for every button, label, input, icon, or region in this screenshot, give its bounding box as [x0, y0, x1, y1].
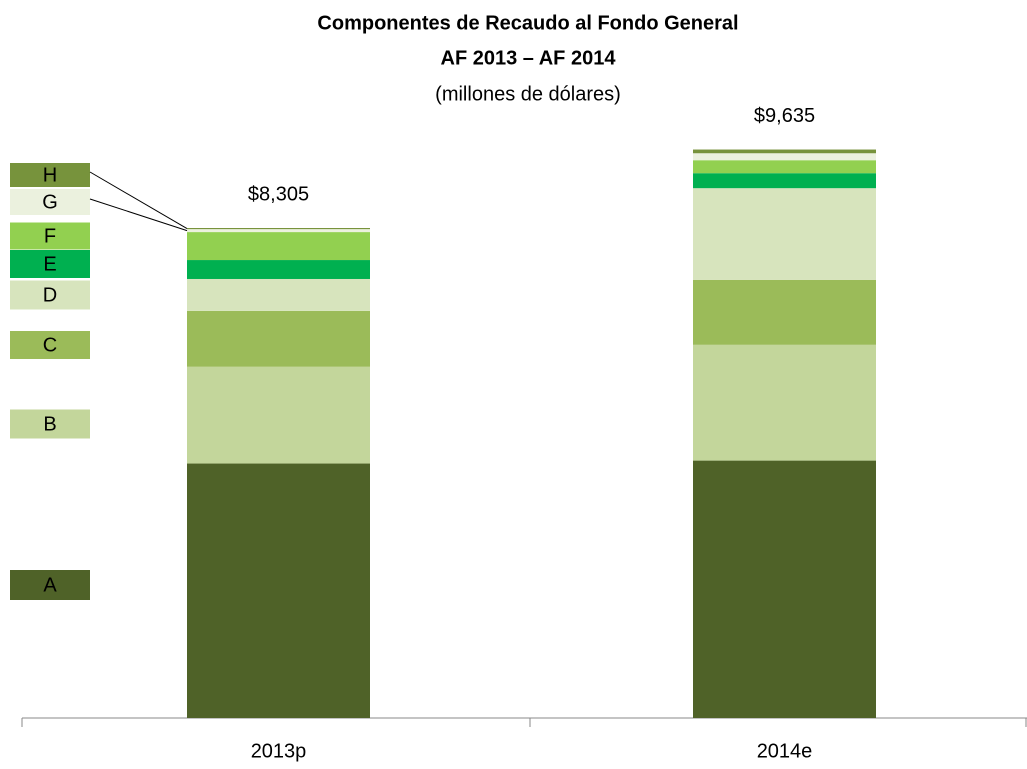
legend-label: C [43, 334, 57, 356]
x-tick-label: 2014e [757, 740, 813, 762]
bar-segment [693, 279, 876, 345]
bar-segment [693, 344, 876, 461]
legend-label: D [43, 284, 57, 306]
chart-subtitle: AF 2013 – AF 2014 [441, 47, 617, 69]
bar-segment [693, 173, 876, 189]
total-label: $8,305 [248, 183, 309, 205]
leader-line [89, 171, 188, 229]
bar-segment [693, 188, 876, 280]
total-label: $9,635 [754, 105, 815, 127]
legend-swatch [10, 280, 90, 310]
legend-label: E [43, 253, 56, 275]
legend-swatch [10, 331, 90, 359]
legend-swatch [10, 409, 90, 439]
legend-label: H [43, 164, 57, 186]
legend-swatch [10, 163, 90, 187]
bar-segment [187, 310, 370, 367]
legend-swatch [10, 250, 90, 278]
bar-segment [187, 278, 370, 311]
bar-segment [693, 460, 876, 718]
x-tick-label: 2013p [251, 740, 307, 762]
legend-swatch [10, 222, 90, 250]
bar-segment [187, 260, 370, 279]
bar-segment [187, 463, 370, 718]
bar-segment [693, 153, 876, 161]
legend-label: F [44, 225, 56, 247]
bar-segment [187, 228, 370, 230]
bar-segment [187, 366, 370, 464]
legend-label: A [43, 574, 57, 596]
chart-note: (millones de dólares) [435, 83, 621, 105]
legend-label: G [42, 191, 58, 213]
bar-segment [187, 229, 370, 233]
bar-segment [693, 160, 876, 174]
legend-swatch [10, 570, 90, 600]
legend-label: B [43, 413, 56, 435]
leader-line [89, 198, 188, 232]
chart-title: Componentes de Recaudo al Fondo General [317, 12, 738, 34]
bar-segment [187, 232, 370, 261]
legend-swatch [10, 189, 90, 215]
bar-segment [693, 149, 876, 154]
